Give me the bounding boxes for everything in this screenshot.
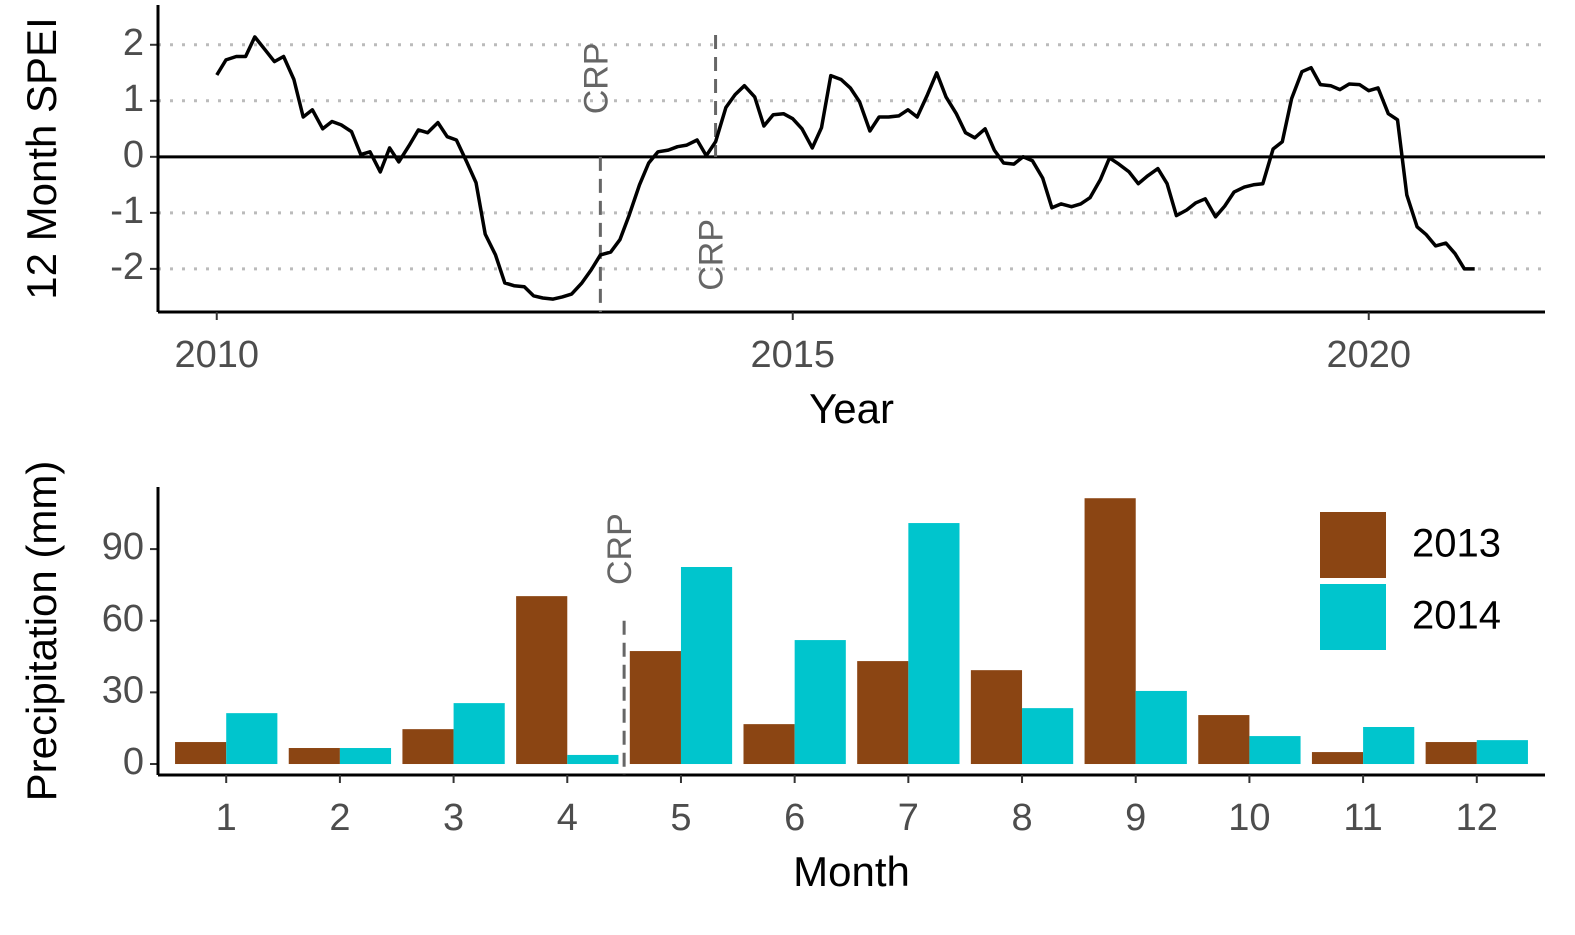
y-tick-label: 30 — [102, 669, 144, 711]
bar — [794, 640, 846, 765]
bar — [1135, 690, 1187, 765]
x-tick-label: 1 — [216, 797, 237, 839]
legend-swatch — [1320, 512, 1386, 578]
bar — [1425, 742, 1477, 765]
bar — [339, 748, 392, 765]
x-tick-label: 7 — [898, 797, 919, 839]
line-series — [215, 35, 1475, 301]
legend-swatch — [1320, 584, 1386, 650]
legend-label: 2013 — [1412, 522, 1501, 566]
bar — [1249, 736, 1301, 765]
bar — [743, 724, 795, 765]
x-tick-label: 9 — [1125, 797, 1146, 839]
x-tick-label: 2020 — [1326, 334, 1411, 376]
x-tick-label: 5 — [670, 797, 691, 839]
annotation-label: CRP — [601, 513, 639, 585]
y-tick-label: 0 — [123, 134, 144, 176]
x-tick-label: 8 — [1011, 797, 1032, 839]
bar — [857, 661, 909, 765]
bar — [288, 748, 340, 765]
y-tick-label: -1 — [110, 190, 144, 232]
y-tick-label: 1 — [123, 78, 144, 120]
x-tick-label: 3 — [443, 797, 464, 839]
bar — [453, 703, 505, 765]
bar — [567, 754, 619, 765]
bar — [629, 651, 681, 765]
x-axis-title: Month — [793, 848, 910, 895]
bar — [226, 713, 278, 765]
bar — [1311, 752, 1364, 765]
bar — [1198, 715, 1250, 765]
y-tick-label: 90 — [102, 526, 144, 568]
y-tick-label: 60 — [102, 598, 144, 640]
x-tick-label: 10 — [1228, 797, 1270, 839]
x-tick-label: 2010 — [174, 334, 259, 376]
x-tick-label: 2015 — [750, 334, 835, 376]
legend-label: 2014 — [1412, 594, 1501, 638]
bar — [680, 567, 733, 765]
annotation-label: CRP — [693, 219, 731, 291]
bar — [516, 596, 568, 765]
bar — [1022, 708, 1074, 765]
x-tick-label: 12 — [1456, 797, 1498, 839]
bar — [1476, 740, 1528, 765]
y-tick-label: 0 — [123, 741, 144, 783]
y-axis-title: Precipitation (mm) — [18, 461, 65, 802]
bar — [175, 742, 227, 765]
y-tick-label: 2 — [123, 22, 144, 64]
bar — [908, 523, 960, 765]
x-axis-title: Year — [809, 385, 894, 432]
x-tick-label: 11 — [1343, 797, 1382, 839]
bar — [1084, 498, 1136, 765]
x-tick-label: 4 — [557, 797, 578, 839]
x-tick-label: 6 — [784, 797, 805, 839]
x-tick-label: 2 — [329, 797, 350, 839]
annotation-label: CRP — [577, 42, 615, 114]
bar — [1363, 727, 1415, 765]
y-tick-label: -2 — [110, 246, 144, 288]
bar — [970, 670, 1023, 765]
y-axis-title: 12 Month SPEI — [18, 17, 65, 300]
bar — [402, 729, 454, 765]
